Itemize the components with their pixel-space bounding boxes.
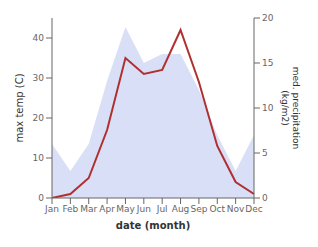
svg-text:15: 15 bbox=[262, 58, 273, 68]
svg-text:Apr: Apr bbox=[99, 204, 115, 214]
svg-text:Feb: Feb bbox=[62, 204, 78, 214]
svg-text:10: 10 bbox=[33, 153, 45, 163]
svg-text:10: 10 bbox=[262, 103, 274, 113]
svg-text:med. precipitation(kg/m2): med. precipitation(kg/m2) bbox=[280, 67, 301, 149]
svg-text:Aug: Aug bbox=[172, 204, 190, 214]
svg-text:May: May bbox=[116, 204, 135, 214]
svg-text:20: 20 bbox=[262, 13, 274, 23]
svg-text:0: 0 bbox=[262, 193, 268, 203]
svg-text:Jun: Jun bbox=[136, 204, 151, 214]
svg-text:Oct: Oct bbox=[209, 204, 225, 214]
svg-text:Jul: Jul bbox=[156, 204, 168, 214]
svg-text:Nov: Nov bbox=[227, 204, 245, 214]
svg-text:40: 40 bbox=[33, 33, 45, 43]
svg-text:20: 20 bbox=[33, 113, 45, 123]
svg-text:date (month): date (month) bbox=[116, 220, 190, 231]
svg-text:Jan: Jan bbox=[44, 204, 59, 214]
svg-text:5: 5 bbox=[262, 148, 268, 158]
svg-text:Mar: Mar bbox=[80, 204, 97, 214]
svg-text:0: 0 bbox=[38, 193, 44, 203]
svg-text:Sep: Sep bbox=[190, 204, 207, 214]
svg-text:30: 30 bbox=[33, 73, 45, 83]
svg-text:Dec: Dec bbox=[245, 204, 262, 214]
svg-text:max temp (C): max temp (C) bbox=[14, 73, 25, 142]
